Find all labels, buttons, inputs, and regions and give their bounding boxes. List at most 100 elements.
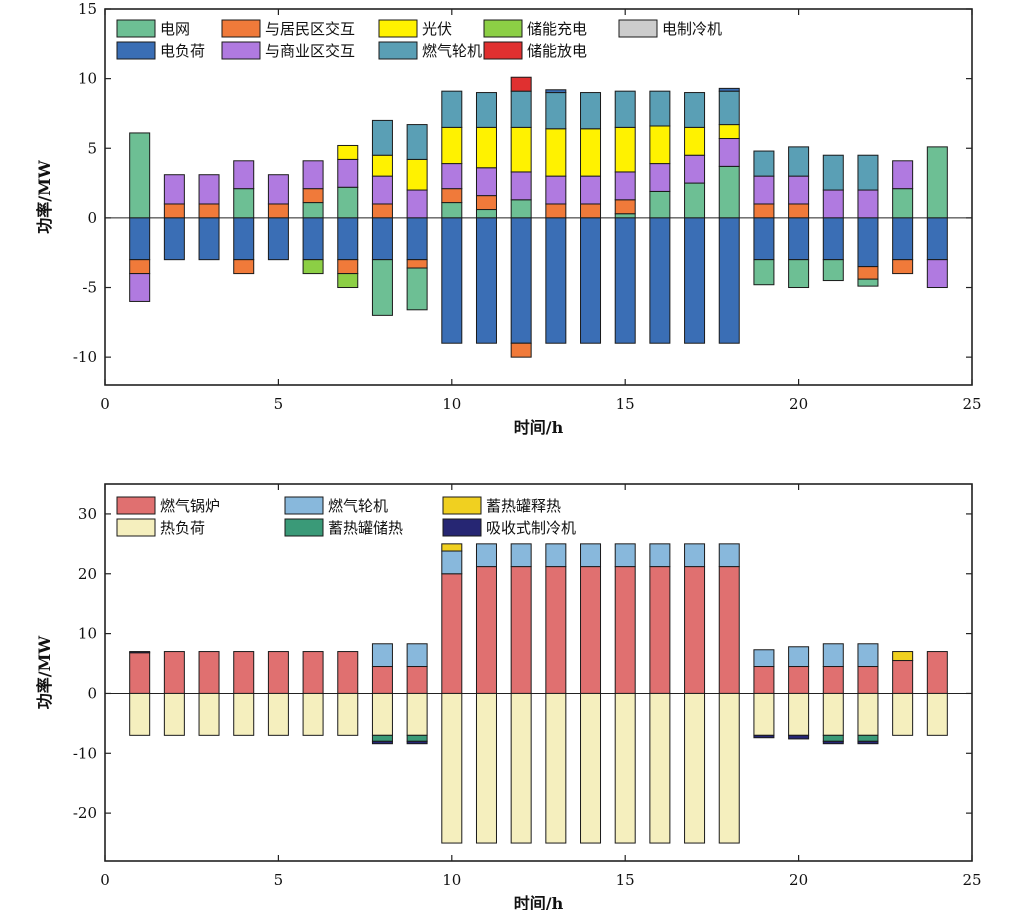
legend-label: 电负荷	[160, 42, 205, 60]
x-tick-label: 20	[789, 871, 808, 889]
y-tick-label: 10	[78, 625, 97, 643]
bar-segment	[198, 174, 220, 205]
bar-segment	[926, 651, 948, 694]
bar-segment	[580, 128, 602, 177]
y-tick-label: 0	[87, 684, 97, 702]
bar-segment	[580, 543, 602, 568]
bar-segment	[788, 175, 810, 205]
bar-segment	[510, 199, 532, 219]
bar-segment	[510, 76, 532, 92]
y-tick-label: -20	[73, 804, 97, 822]
bar-segment	[441, 573, 463, 694]
bar-segment	[649, 692, 671, 844]
bar-segment	[753, 175, 775, 205]
bar-segment	[718, 138, 740, 167]
bar-segment	[649, 217, 671, 344]
bar-segment	[337, 273, 359, 289]
bar-segment	[684, 692, 706, 844]
bar-segment	[788, 666, 810, 694]
bar-segment	[614, 126, 636, 173]
bar-segment	[163, 174, 185, 205]
bar-segment	[892, 692, 914, 736]
bar-segment	[267, 203, 289, 219]
legend-label: 吸收式制冷机	[486, 519, 576, 537]
bar-segment	[788, 217, 810, 261]
bar-segment	[371, 692, 393, 736]
bar-segment	[892, 660, 914, 694]
bar-segment	[892, 259, 914, 275]
bar-segment	[163, 217, 185, 261]
legend-label: 燃气锅炉	[160, 497, 220, 515]
bar-segment	[233, 160, 255, 190]
bar-segment	[371, 119, 393, 156]
bar-segment	[545, 89, 567, 94]
bar-segment	[545, 128, 567, 177]
bar-segment	[857, 734, 879, 742]
bar-segment	[475, 126, 497, 169]
x-axis-label: 时间/h	[514, 894, 564, 910]
legend-label: 储能充电	[527, 20, 587, 38]
legend-label: 与居民区交互	[265, 20, 355, 38]
bar-segment	[614, 543, 636, 568]
bar-segment	[684, 154, 706, 184]
bar-segment	[475, 92, 497, 128]
bar-segment	[129, 692, 151, 736]
legend-label: 光伏	[422, 20, 452, 38]
bar-segment	[545, 692, 567, 844]
bar-segment	[406, 124, 428, 160]
legend-swatch	[378, 41, 418, 60]
bar-segment	[753, 203, 775, 219]
legend-label: 储能放电	[527, 42, 587, 60]
legend-label: 与商业区交互	[265, 42, 355, 60]
legend-swatch	[116, 41, 156, 60]
bar-segment	[267, 217, 289, 261]
bar-segment	[857, 217, 879, 268]
bar-segment	[857, 666, 879, 694]
bar-segment	[406, 734, 428, 742]
y-tick-label: 15	[78, 0, 97, 18]
bar-segment	[371, 175, 393, 205]
bar-segment	[406, 267, 428, 311]
bar-segment	[822, 692, 844, 736]
bar-segment	[788, 734, 810, 740]
bar-segment	[822, 734, 844, 742]
bar-segment	[822, 154, 844, 191]
legend-swatch	[116, 19, 156, 38]
bar-segment	[892, 651, 914, 662]
bar-segment	[614, 171, 636, 201]
legend-swatch	[483, 41, 523, 60]
bar-segment	[337, 651, 359, 694]
x-tick-label: 20	[789, 395, 808, 413]
bar-segment	[545, 92, 567, 130]
bar-segment	[753, 692, 775, 736]
bar-segment	[788, 259, 810, 289]
bar-segment	[233, 651, 255, 694]
bar-segment	[788, 203, 810, 219]
y-tick-label: 5	[87, 139, 97, 157]
bar-segment	[510, 171, 532, 201]
bar-segment	[614, 692, 636, 844]
bar-segment	[406, 740, 428, 745]
bar-segment	[129, 217, 151, 261]
legend-label: 燃气轮机	[422, 42, 482, 60]
bar-segment	[718, 124, 740, 140]
bar-segment	[441, 692, 463, 844]
bar-segment	[510, 126, 532, 173]
bar-segment	[926, 217, 948, 261]
x-tick-label: 10	[442, 871, 461, 889]
bar-segment	[857, 154, 879, 191]
bar-segment	[406, 189, 428, 219]
bar-segment	[684, 182, 706, 219]
bar-segment	[441, 550, 463, 575]
bar-segment	[406, 158, 428, 191]
bar-segment	[129, 652, 151, 694]
bar-segment	[233, 188, 255, 219]
bar-segment	[233, 217, 255, 261]
y-tick-label: 20	[78, 565, 97, 583]
bar-segment	[406, 643, 428, 668]
x-axis-label: 时间/h	[514, 418, 564, 437]
bar-segment	[302, 202, 324, 219]
legend-label: 蓄热罐储热	[328, 519, 403, 537]
legend-label: 电网	[160, 20, 190, 38]
bar-segment	[302, 160, 324, 190]
